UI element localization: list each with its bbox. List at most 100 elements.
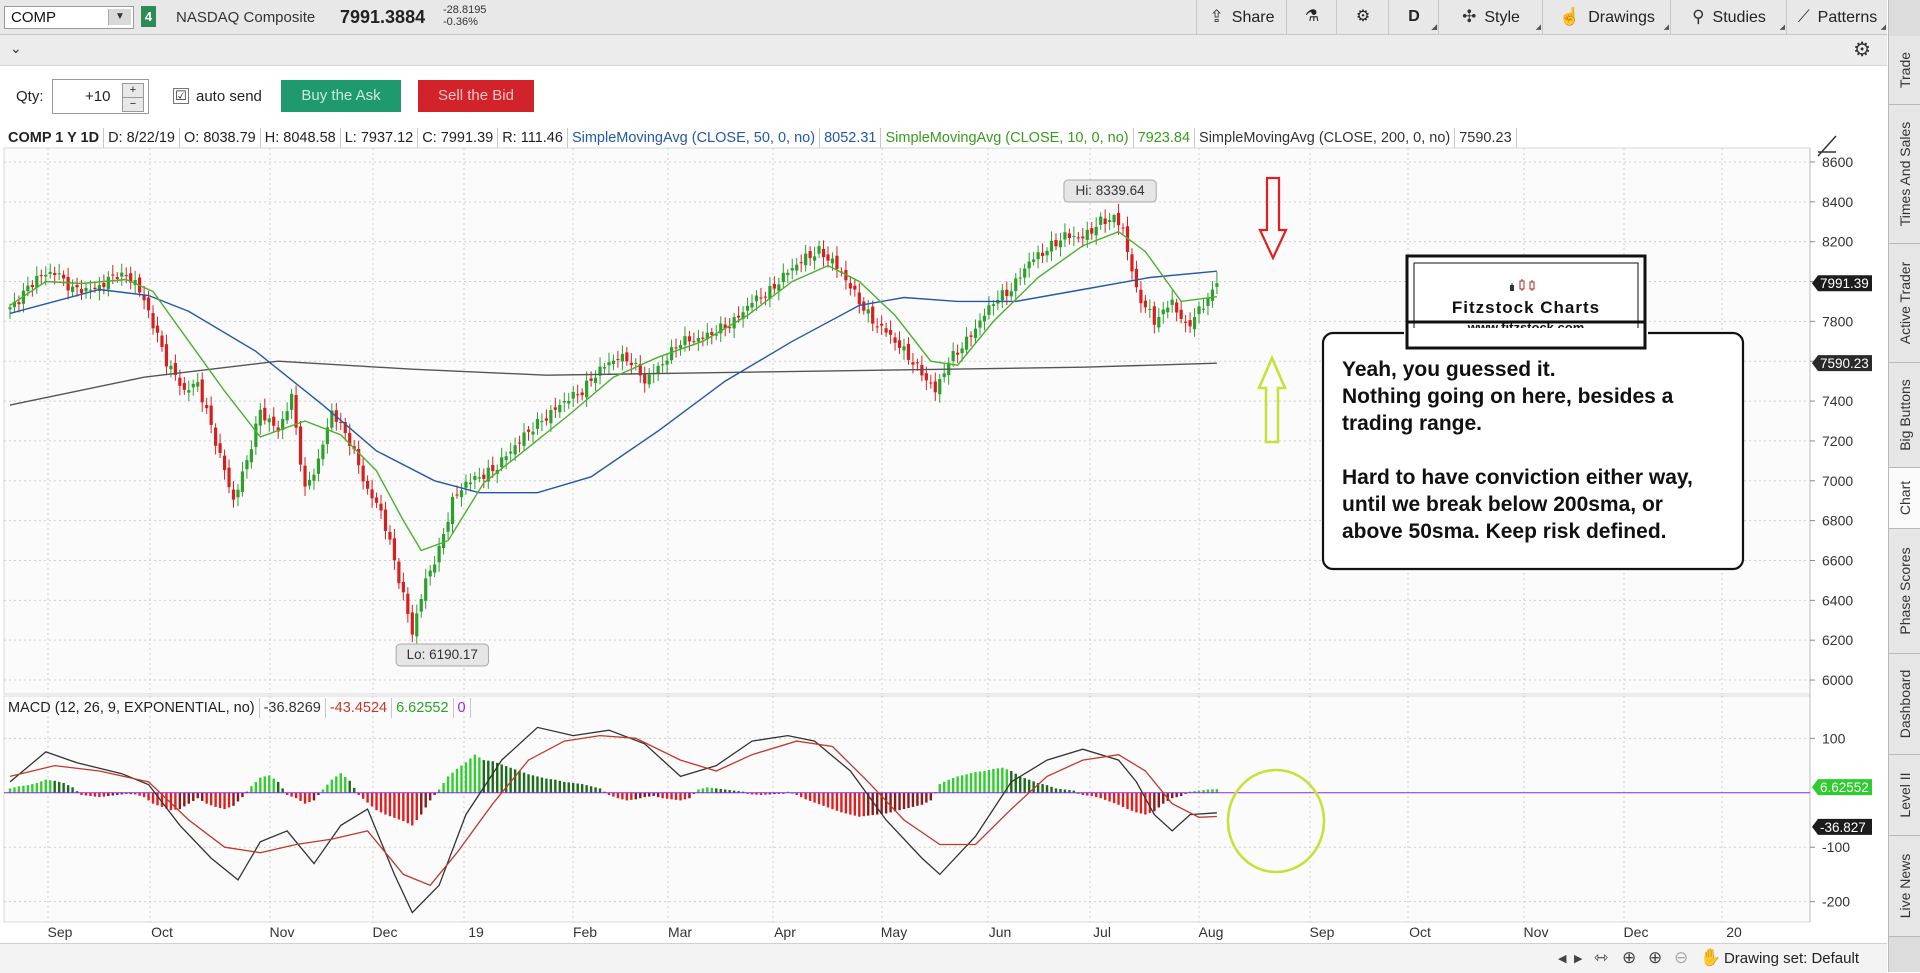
candle-body [1009, 291, 1013, 297]
macd-histogram-bar [598, 788, 602, 793]
gear-icon[interactable]: ⚙ [1853, 39, 1871, 61]
drawings-button[interactable]: ☝ Drawings ◢ [1542, 0, 1671, 34]
scroll-right-icon[interactable]: ▶ [1574, 953, 1583, 965]
macd-histogram-bar [80, 792, 83, 795]
scroll-left-icon[interactable]: ◀ [1558, 953, 1567, 965]
macd-histogram-bar [822, 792, 825, 806]
macd-histogram-bar [661, 792, 664, 799]
macd-histogram-bar [1005, 769, 1009, 793]
candle-body [245, 460, 249, 470]
macd-histogram-bar [1095, 792, 1098, 798]
tab-level-ii[interactable]: Level II [1889, 755, 1920, 836]
macd-histogram-bar [884, 792, 888, 814]
tab-dashboard[interactable]: Dashboard [1889, 654, 1920, 755]
tab-phase-scores[interactable]: Phase Scores [1889, 529, 1920, 654]
candle-body [276, 427, 280, 432]
chevron-down-icon[interactable]: ⌄ [10, 40, 22, 56]
macd-histogram-bar [902, 792, 906, 810]
macd-histogram-bar [98, 792, 101, 798]
logo-candle-icon [1519, 280, 1525, 290]
y-tick-label: 6600 [1822, 552, 1853, 568]
candle-body [853, 285, 857, 290]
candle-body [607, 362, 611, 366]
chevron-down-icon[interactable]: ▼ [108, 9, 131, 25]
tab-active-trader[interactable]: Active Trader [1889, 244, 1920, 363]
macd-histogram-bar [960, 775, 964, 793]
price-chart[interactable]: Sep Oct Nov Dec 19 Feb Mar Apr May Jun Jul Aug Sep Oc… [0, 126, 1888, 943]
studies-button[interactable]: ⚲ Studies ◢ [1670, 0, 1787, 34]
drawing-set-label[interactable]: Drawing set: Default [1723, 950, 1859, 967]
macd-value-line [9, 726, 1217, 914]
sell-the-bid-button[interactable]: Sell the Bid [418, 80, 534, 112]
candle-body [214, 427, 218, 446]
tab-big-buttons[interactable]: Big Buttons [1889, 363, 1920, 468]
y-tick-label: 7400 [1822, 393, 1853, 409]
x-tick-label: Mar [668, 924, 692, 940]
tab-chart[interactable]: Chart [1889, 468, 1920, 529]
tab-trade[interactable]: Trade [1889, 36, 1920, 105]
candle-body [263, 407, 267, 421]
patterns-button[interactable]: ⟋ Patterns ◢ [1786, 0, 1888, 34]
candle-body [267, 418, 271, 423]
zoom-out-icon[interactable]: ⊖ [1674, 948, 1689, 967]
pan-icon[interactable]: ⇿ [1594, 948, 1609, 967]
decrement-button[interactable]: − [122, 97, 144, 112]
candle-body [441, 533, 446, 548]
macd-histogram-bar [755, 792, 758, 795]
tab-live-news[interactable]: Live News [1889, 836, 1920, 937]
candle-body [598, 366, 602, 376]
macd-label[interactable]: MACD (12, 26, 9, EXPONENTIAL, no) [4, 698, 260, 718]
auto-send-checkbox[interactable]: ☑ [173, 88, 189, 104]
macd-histogram-bar [125, 792, 128, 794]
candle-body [348, 433, 352, 446]
tab-label: Trade [1897, 51, 1913, 89]
flask-button[interactable]: ⚗ [1286, 0, 1337, 34]
macd-histogram-bar [361, 792, 365, 799]
macd-histogram-bar [656, 792, 660, 798]
candle-body [938, 378, 942, 395]
tab-times-and-sales[interactable]: Times And Sales [1889, 105, 1920, 244]
zoom-in-icon[interactable]: ⊕ [1648, 948, 1663, 967]
qty-value[interactable]: +10 [85, 88, 111, 105]
macd-histogram-bar [987, 769, 991, 793]
sma50-label[interactable]: SimpleMovingAvg (CLOSE, 50, 0, no) [568, 128, 821, 148]
settings-button[interactable]: ⚙ [1336, 0, 1389, 34]
macd-histogram-bar [701, 788, 705, 793]
macd-histogram-bar [929, 792, 933, 801]
sma10-label[interactable]: SimpleMovingAvg (CLOSE, 10, 0, no) [881, 128, 1134, 148]
macd-histogram-bar [420, 792, 423, 815]
macd-histogram-bar [406, 792, 410, 824]
auto-scale-icon[interactable] [1817, 135, 1837, 157]
logo-bottom-edge [1405, 320, 1647, 350]
link-group-badge[interactable]: 4 [141, 6, 156, 27]
flask-icon: ⚗ [1304, 8, 1320, 25]
macd-histogram-bar [594, 787, 597, 793]
sma10-value: 7923.84 [1134, 128, 1196, 148]
macd-diff: 6.62552 [392, 698, 454, 718]
net-change-block: -28.8195 -0.36% [443, 4, 486, 28]
candle-body [571, 391, 575, 399]
macd-histogram-bar [107, 792, 110, 797]
candle-body [1023, 268, 1027, 278]
candle-body [218, 443, 222, 454]
style-button[interactable]: ✣ Style ◢ [1438, 0, 1543, 34]
crosshair-icon[interactable]: ⊕ [1622, 948, 1637, 967]
sma50-value: 8052.31 [820, 128, 882, 148]
buy-the-ask-button[interactable]: Buy the Ask [281, 80, 401, 112]
sma200-label[interactable]: SimpleMovingAvg (CLOSE, 200, 0, no) [1195, 128, 1456, 148]
y-tick-label: 7000 [1822, 473, 1853, 489]
share-button[interactable]: ⇪ Share [1196, 0, 1287, 34]
sma200-value: 7590.23 [1455, 128, 1517, 148]
candle-body [741, 312, 745, 319]
note-line: Yeah, you guessed it. [1342, 358, 1556, 381]
candle-body [303, 465, 307, 487]
increment-button[interactable]: + [122, 83, 144, 98]
macd-histogram-bar [473, 754, 477, 793]
macd-histogram-bar [1117, 792, 1120, 805]
quantity-stepper[interactable]: +10 + − [52, 79, 149, 114]
candle-body [182, 383, 186, 390]
symbol-selector[interactable]: COMP ▼ [4, 6, 134, 29]
studies-label: Studies [1712, 9, 1766, 26]
aggregation-button[interactable]: D ◢ [1388, 0, 1439, 34]
hand-icon[interactable]: ✋ [1700, 948, 1722, 967]
